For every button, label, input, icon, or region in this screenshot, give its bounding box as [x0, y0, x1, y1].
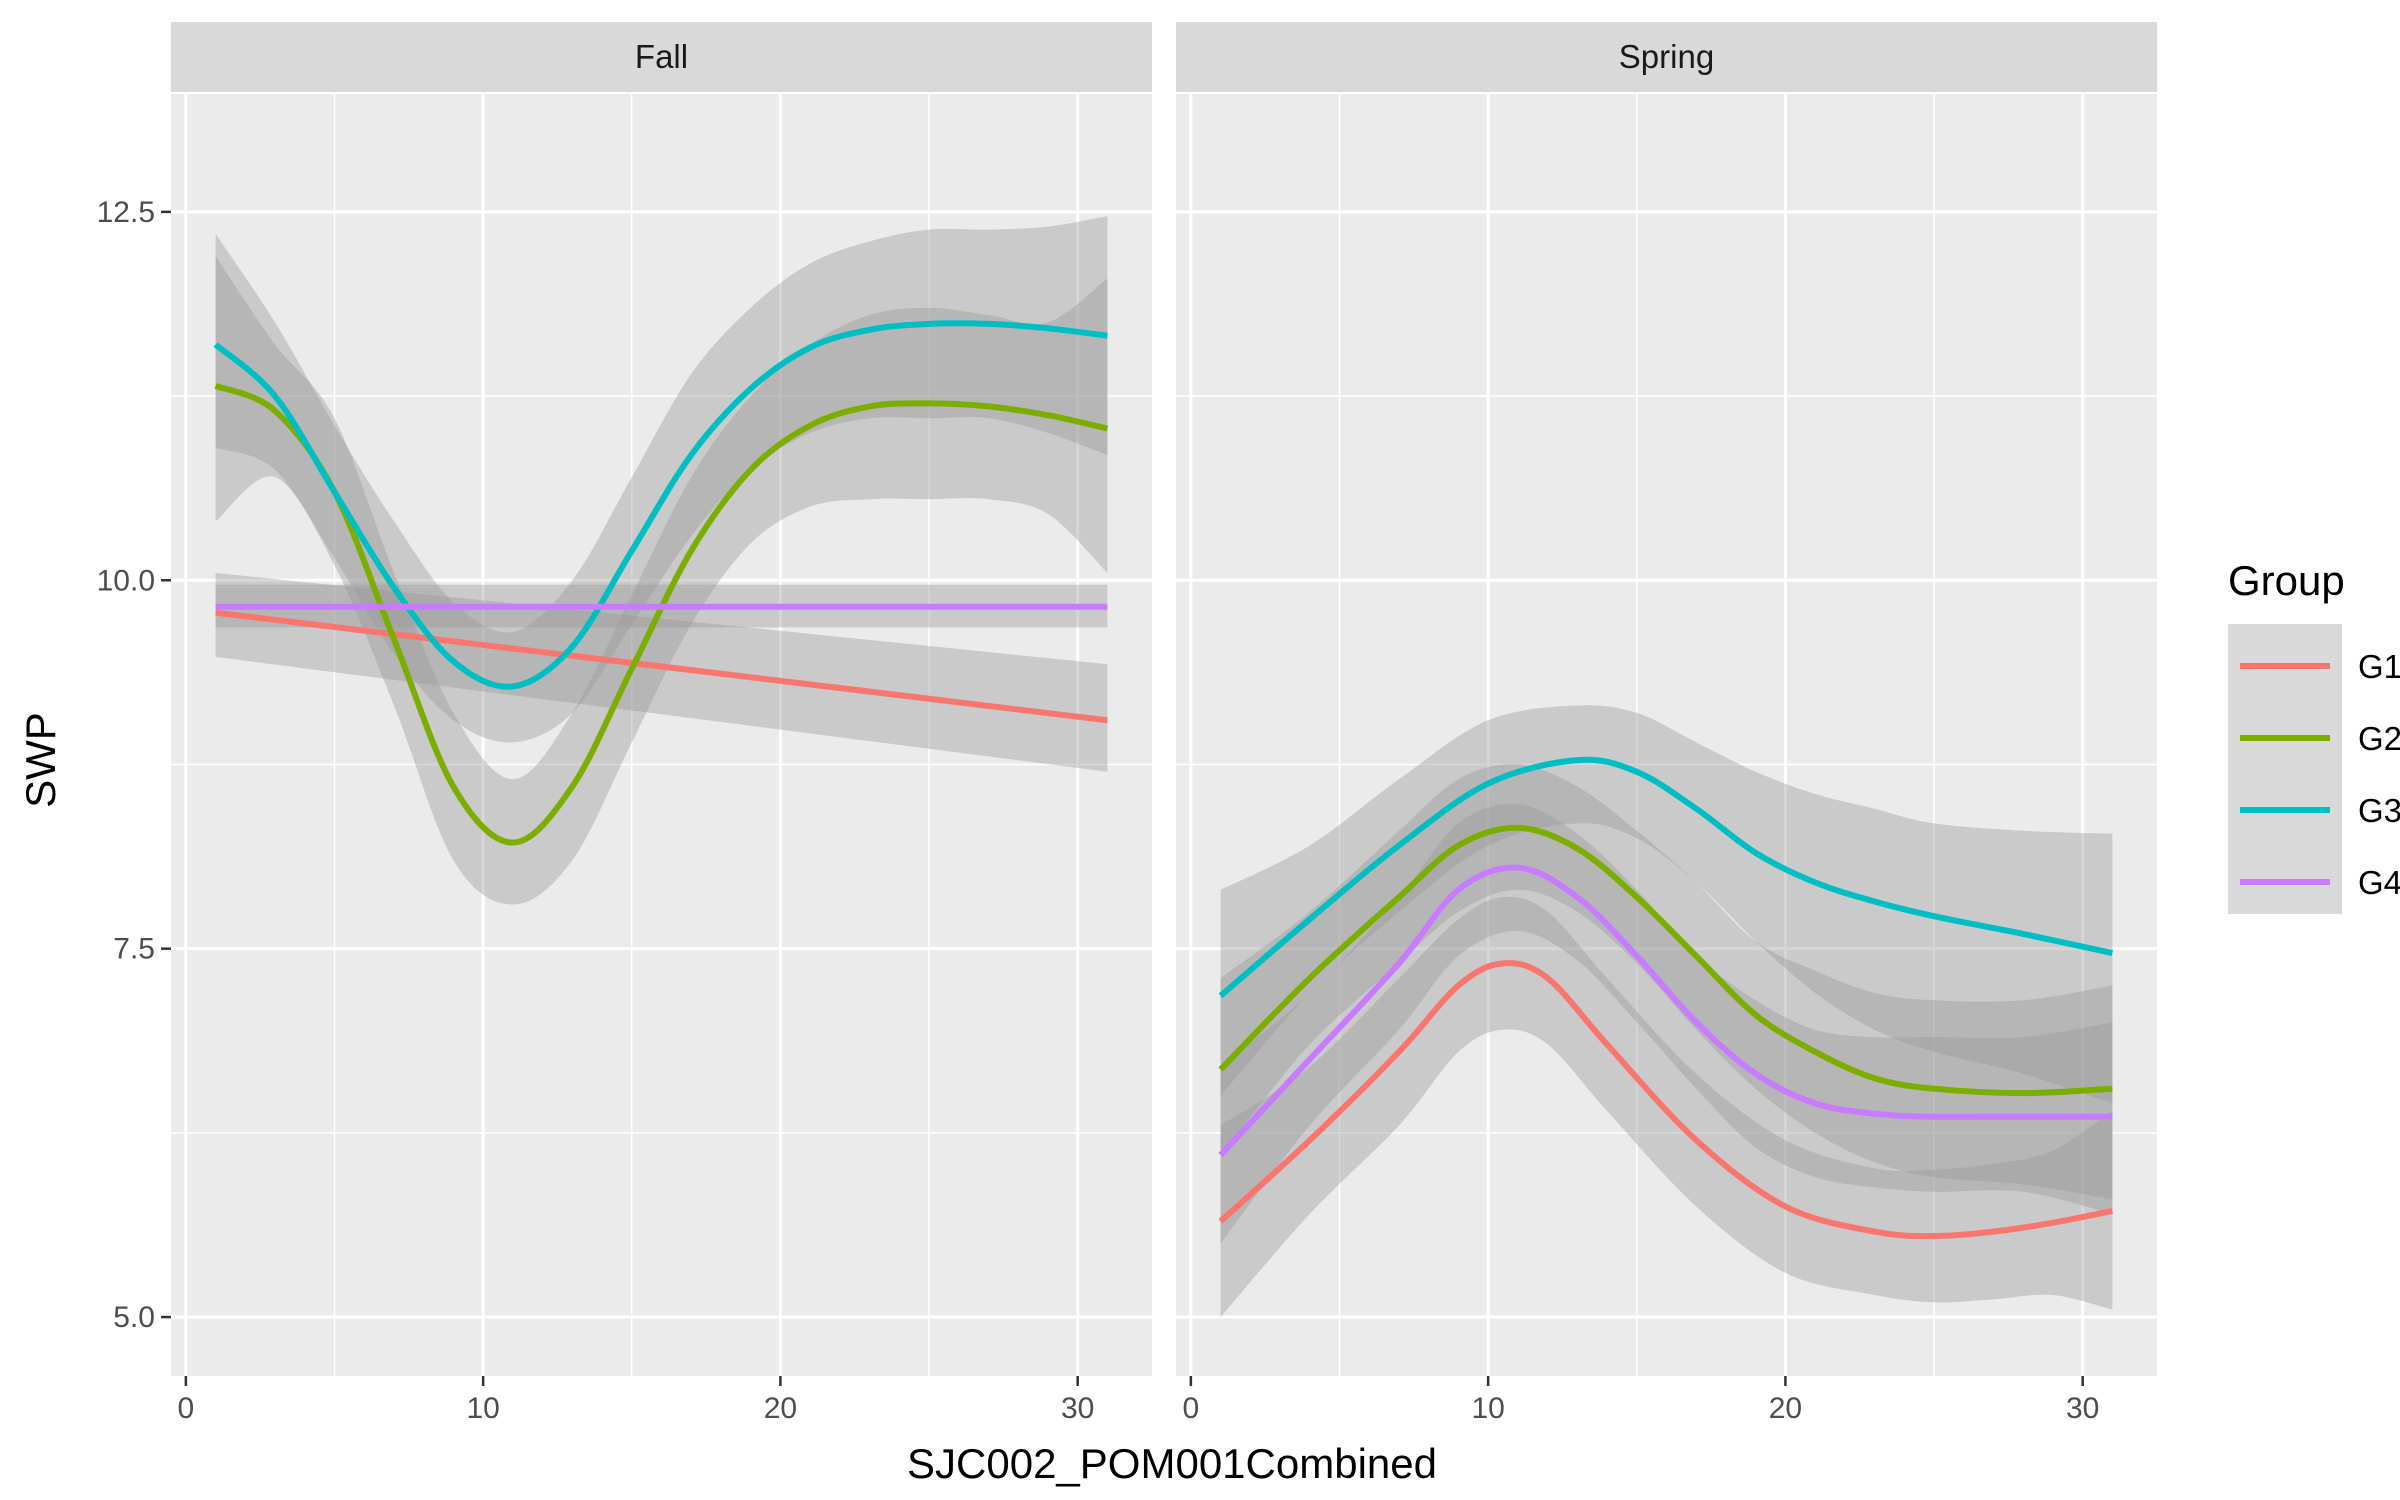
y-tick-label: 7.5: [113, 933, 155, 966]
x-axis-title: SJC002_POM001Combined: [907, 1440, 1437, 1487]
confidence-band-g1: [215, 572, 1108, 772]
axes: 0 10 20 30 0 10 20 30 5.0 7.5 10.0 12.5: [97, 196, 2100, 1425]
series-line-g1: [215, 609, 1108, 724]
x-tick-label: 10: [1471, 1392, 1504, 1425]
legend-label-g1: G1: [2358, 648, 2400, 685]
y-tick-label: 10.0: [97, 564, 155, 597]
confidence-band-g3: [1220, 705, 2113, 1104]
series-line-g1: [1218, 960, 2113, 1240]
x-tick-label: 10: [466, 1392, 499, 1425]
series-line-g2: [214, 382, 1109, 846]
legend: Group G1 G2 G3 G4: [2228, 557, 2400, 914]
facet-panel-fall: Fall: [171, 22, 1152, 1376]
legend-key-background: [2228, 624, 2342, 914]
x-tick-label: 0: [1183, 1392, 1200, 1425]
facet-panels: Fall Spring: [171, 22, 2157, 1376]
legend-title: Group: [2228, 557, 2345, 604]
series-line-g3: [1218, 756, 2114, 999]
x-tick-label: 20: [764, 1392, 797, 1425]
confidence-band-g3: [215, 216, 1108, 743]
facet-label: Spring: [1619, 38, 1714, 75]
legend-label-g4: G4: [2358, 864, 2400, 901]
facet-strip: [1176, 22, 2157, 92]
facet-label: Fall: [635, 38, 688, 75]
confidence-band-g2: [1220, 764, 2113, 1200]
x-tick-label: 0: [178, 1392, 195, 1425]
y-axis-title: SWP: [17, 712, 64, 808]
x-tick-label: 20: [1769, 1392, 1802, 1425]
series-line-g3: [213, 320, 1108, 690]
x-tick-label: 30: [2066, 1392, 2099, 1425]
legend-label-g3: G3: [2358, 792, 2400, 829]
confidence-band-g4: [1220, 803, 2113, 1244]
x-tick-label: 30: [1061, 1392, 1094, 1425]
legend-label-g2: G2: [2358, 720, 2400, 757]
facet-strip: [171, 22, 1152, 92]
confidence-band-g2: [215, 256, 1108, 905]
series-line-g4: [1218, 864, 2113, 1158]
y-tick-label: 12.5: [97, 196, 155, 229]
facet-panel-spring: Spring: [1176, 22, 2157, 1376]
y-tick-label: 5.0: [113, 1301, 155, 1334]
series-line-g2: [1218, 824, 2113, 1097]
